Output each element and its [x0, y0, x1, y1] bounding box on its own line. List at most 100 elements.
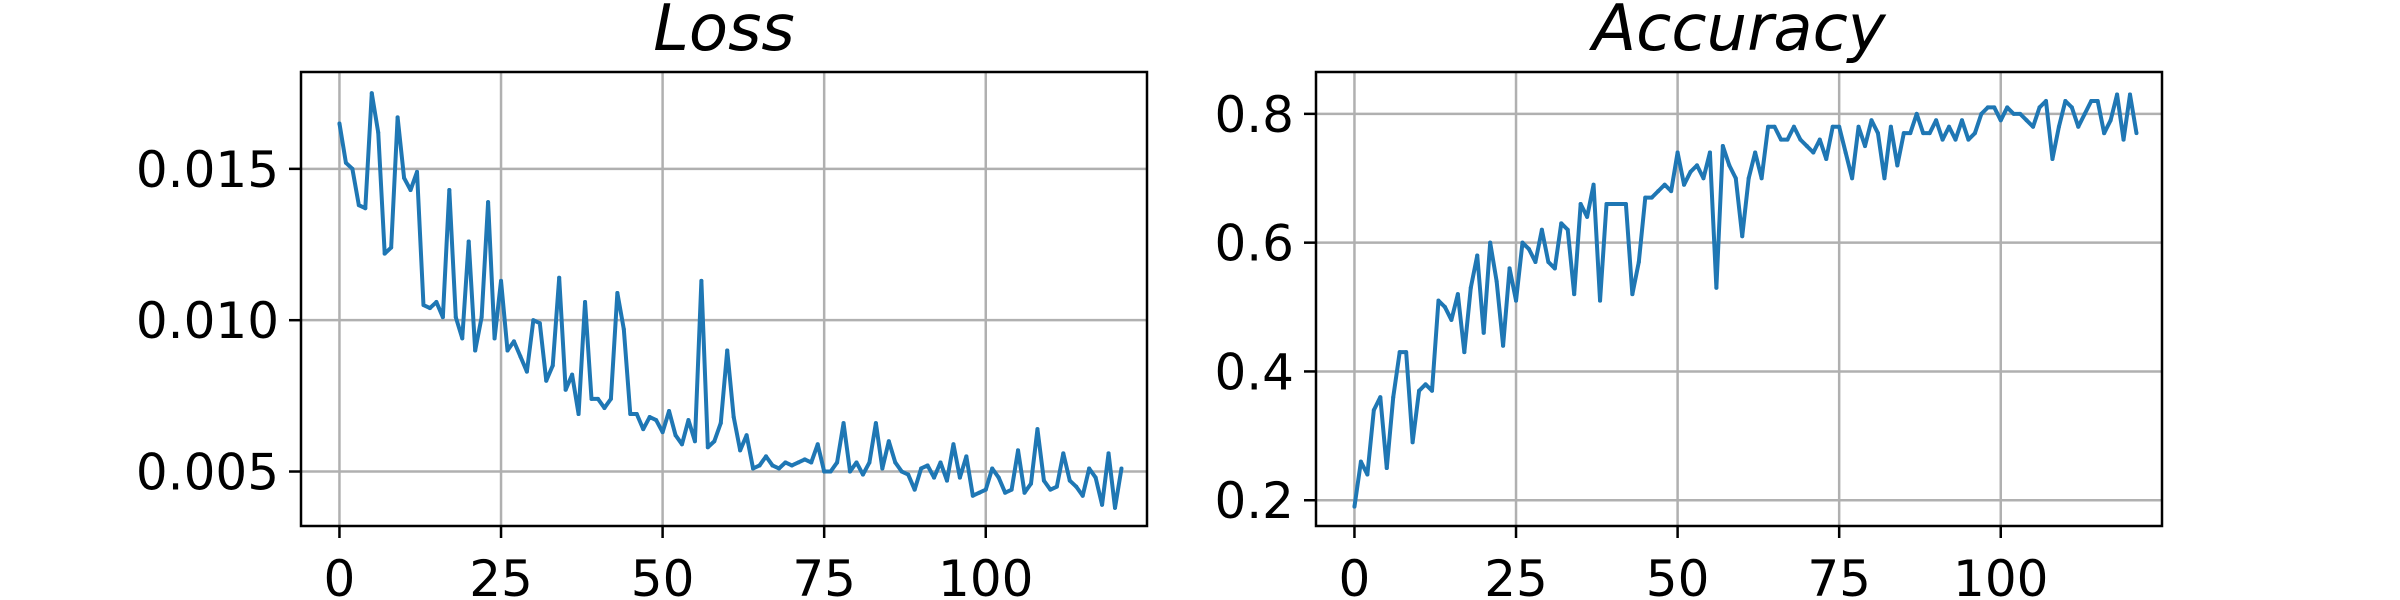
accuracy-data-point-106: [2037, 105, 2042, 110]
loss-data-point-69: [783, 460, 788, 465]
accuracy-data-point-6: [1391, 395, 1396, 400]
accuracy-data-point-23: [1501, 343, 1506, 348]
loss-data-point-50: [660, 430, 665, 435]
accuracy-data-point-16: [1455, 292, 1460, 297]
accuracy-data-point-7: [1397, 350, 1402, 355]
loss-x-tick-label-3: 75: [792, 550, 856, 600]
accuracy-data-point-30: [1546, 259, 1551, 264]
accuracy-data-point-55: [1707, 150, 1712, 155]
loss-data-point-53: [679, 442, 684, 447]
loss-data-point-117: [1093, 475, 1098, 480]
loss-data-point-17: [447, 188, 452, 193]
loss-data-point-104: [1009, 487, 1014, 492]
accuracy-axes-frame: [1314, 70, 2164, 528]
loss-data-point-83: [873, 421, 878, 426]
accuracy-data-point-93: [1953, 137, 1958, 142]
accuracy-data-point-119: [2121, 137, 2126, 142]
accuracy-data-point-52: [1688, 169, 1693, 174]
accuracy-data-point-64: [1766, 124, 1771, 129]
loss-data-point-116: [1087, 466, 1092, 471]
loss-data-point-20: [466, 239, 471, 244]
loss-x-tick-label-0: 0: [324, 550, 356, 600]
accuracy-data-point-95: [1966, 137, 1971, 142]
loss-x-tick-label-1: 25: [469, 550, 533, 600]
loss-data-point-121: [1119, 466, 1124, 471]
accuracy-data-point-79: [1863, 144, 1868, 149]
accuracy-data-point-58: [1727, 163, 1732, 168]
loss-data-point-86: [893, 460, 898, 465]
accuracy-data-point-15: [1449, 317, 1454, 322]
loss-x-tick-label-4: 100: [938, 550, 1033, 600]
accuracy-data-point-2: [1365, 472, 1370, 477]
loss-data-point-102: [996, 475, 1001, 480]
loss-data-point-96: [957, 475, 962, 480]
accuracy-data-point-21: [1488, 240, 1493, 245]
loss-data-point-13: [421, 303, 426, 308]
accuracy-data-point-17: [1462, 350, 1467, 355]
accuracy-data-point-61: [1746, 176, 1751, 181]
loss-y-tick-label-1: 0.010: [136, 292, 279, 350]
accuracy-data-point-107: [2043, 98, 2048, 103]
accuracy-x-tick-label-2: 50: [1646, 550, 1710, 600]
accuracy-y-tick-label-1: 0.4: [1214, 343, 1294, 401]
loss-data-point-118: [1100, 502, 1105, 507]
loss-data-point-92: [932, 475, 937, 480]
accuracy-x-tick-label-1: 25: [1484, 550, 1548, 600]
accuracy-data-point-120: [2128, 92, 2133, 97]
accuracy-data-point-27: [1526, 247, 1531, 252]
loss-data-point-78: [841, 421, 846, 426]
accuracy-data-point-65: [1772, 124, 1777, 129]
loss-data-point-25: [499, 278, 504, 283]
accuracy-data-point-71: [1811, 150, 1816, 155]
loss-data-point-21: [473, 348, 478, 353]
loss-data-point-40: [595, 396, 600, 401]
accuracy-data-point-70: [1804, 144, 1809, 149]
loss-data-point-101: [990, 466, 995, 471]
loss-data-point-19: [460, 336, 465, 341]
loss-data-point-113: [1067, 478, 1072, 483]
accuracy-data-point-39: [1604, 202, 1609, 207]
accuracy-data-point-10: [1417, 388, 1422, 393]
accuracy-data-point-8: [1404, 350, 1409, 355]
accuracy-data-point-43: [1630, 292, 1635, 297]
loss-data-point-61: [731, 415, 736, 420]
accuracy-y-tick-label-2: 0.6: [1214, 215, 1294, 273]
loss-data-point-37: [576, 412, 581, 417]
accuracy-data-point-45: [1643, 195, 1648, 200]
accuracy-data-point-76: [1843, 150, 1848, 155]
loss-data-point-3: [356, 203, 361, 208]
accuracy-chart-title: Accuracy: [1588, 0, 1886, 66]
loss-data-point-28: [518, 354, 523, 359]
loss-data-point-39: [589, 396, 594, 401]
loss-data-point-111: [1054, 484, 1059, 489]
accuracy-data-point-92: [1947, 124, 1952, 129]
accuracy-data-point-13: [1436, 298, 1441, 303]
loss-data-point-74: [815, 442, 820, 447]
loss-data-point-71: [796, 460, 801, 465]
accuracy-data-point-36: [1585, 214, 1590, 219]
loss-data-point-59: [718, 421, 723, 426]
loss-data-point-63: [744, 433, 749, 438]
loss-data-point-99: [977, 490, 982, 495]
loss-data-point-91: [925, 463, 930, 468]
accuracy-data-point-68: [1791, 124, 1796, 129]
accuracy-data-point-91: [1940, 137, 1945, 142]
accuracy-x-tick-label-4: 100: [1953, 550, 2048, 600]
accuracy-data-point-77: [1850, 176, 1855, 181]
accuracy-data-point-22: [1494, 279, 1499, 284]
loss-data-point-26: [505, 348, 510, 353]
loss-data-point-23: [486, 200, 491, 205]
accuracy-data-point-29: [1539, 227, 1544, 232]
accuracy-data-point-54: [1701, 176, 1706, 181]
loss-data-point-48: [647, 415, 652, 420]
loss-data-point-2: [350, 166, 355, 171]
loss-data-point-43: [615, 290, 620, 295]
accuracy-data-point-113: [2082, 111, 2087, 116]
accuracy-data-point-47: [1656, 189, 1661, 194]
accuracy-data-point-117: [2108, 118, 2113, 123]
accuracy-data-point-20: [1481, 330, 1486, 335]
loss-data-point-12: [415, 169, 420, 174]
loss-data-point-62: [738, 448, 743, 453]
accuracy-data-point-121: [2134, 131, 2139, 136]
loss-data-point-47: [641, 427, 646, 432]
